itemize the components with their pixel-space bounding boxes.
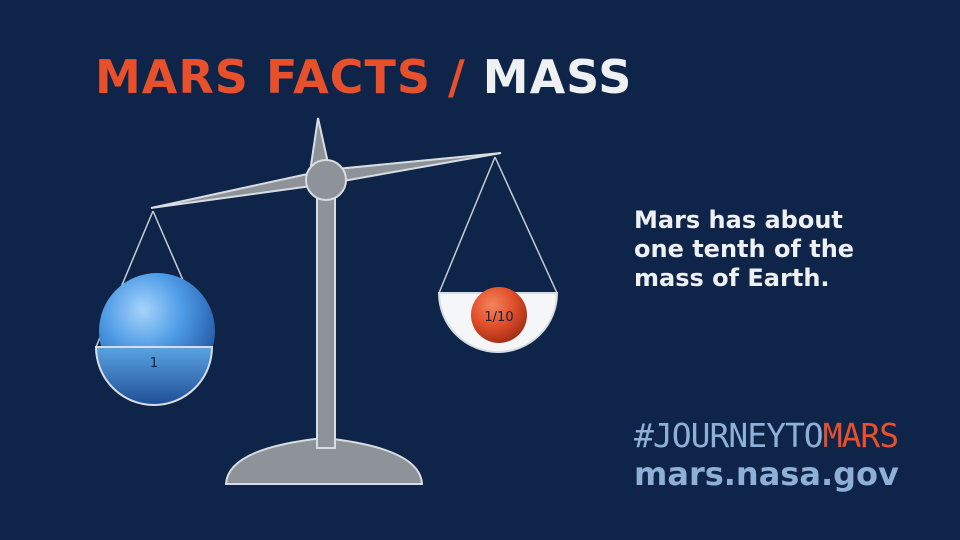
fact-text: Mars has about one tenth of the mass of … — [634, 206, 874, 293]
title-topic: MASS — [482, 50, 633, 104]
left-pan — [94, 346, 214, 406]
earth-mass-label: 1 — [150, 356, 158, 371]
title-prefix: MARS FACTS — [95, 50, 431, 104]
scale-pillar — [316, 189, 336, 449]
website-url[interactable]: mars.nasa.gov — [634, 455, 899, 493]
hashtag-mars: MARS — [822, 416, 899, 455]
mars-mass-label: 1/10 — [484, 310, 513, 325]
hashtag: #JOURNEYTOMARS — [634, 416, 899, 455]
title-separator: / — [430, 50, 483, 104]
mars-sphere — [471, 287, 527, 343]
page-title: MARS FACTS / MASS — [95, 50, 632, 104]
scale-pivot — [305, 159, 347, 201]
fact-line: Mars has about — [634, 206, 843, 234]
fact-line: one tenth of the — [634, 235, 855, 263]
right-string — [494, 156, 558, 294]
fact-line: mass of Earth. — [634, 264, 830, 292]
right-string — [438, 156, 496, 294]
hashtag-journey: #JOURNEYTO — [634, 416, 824, 455]
